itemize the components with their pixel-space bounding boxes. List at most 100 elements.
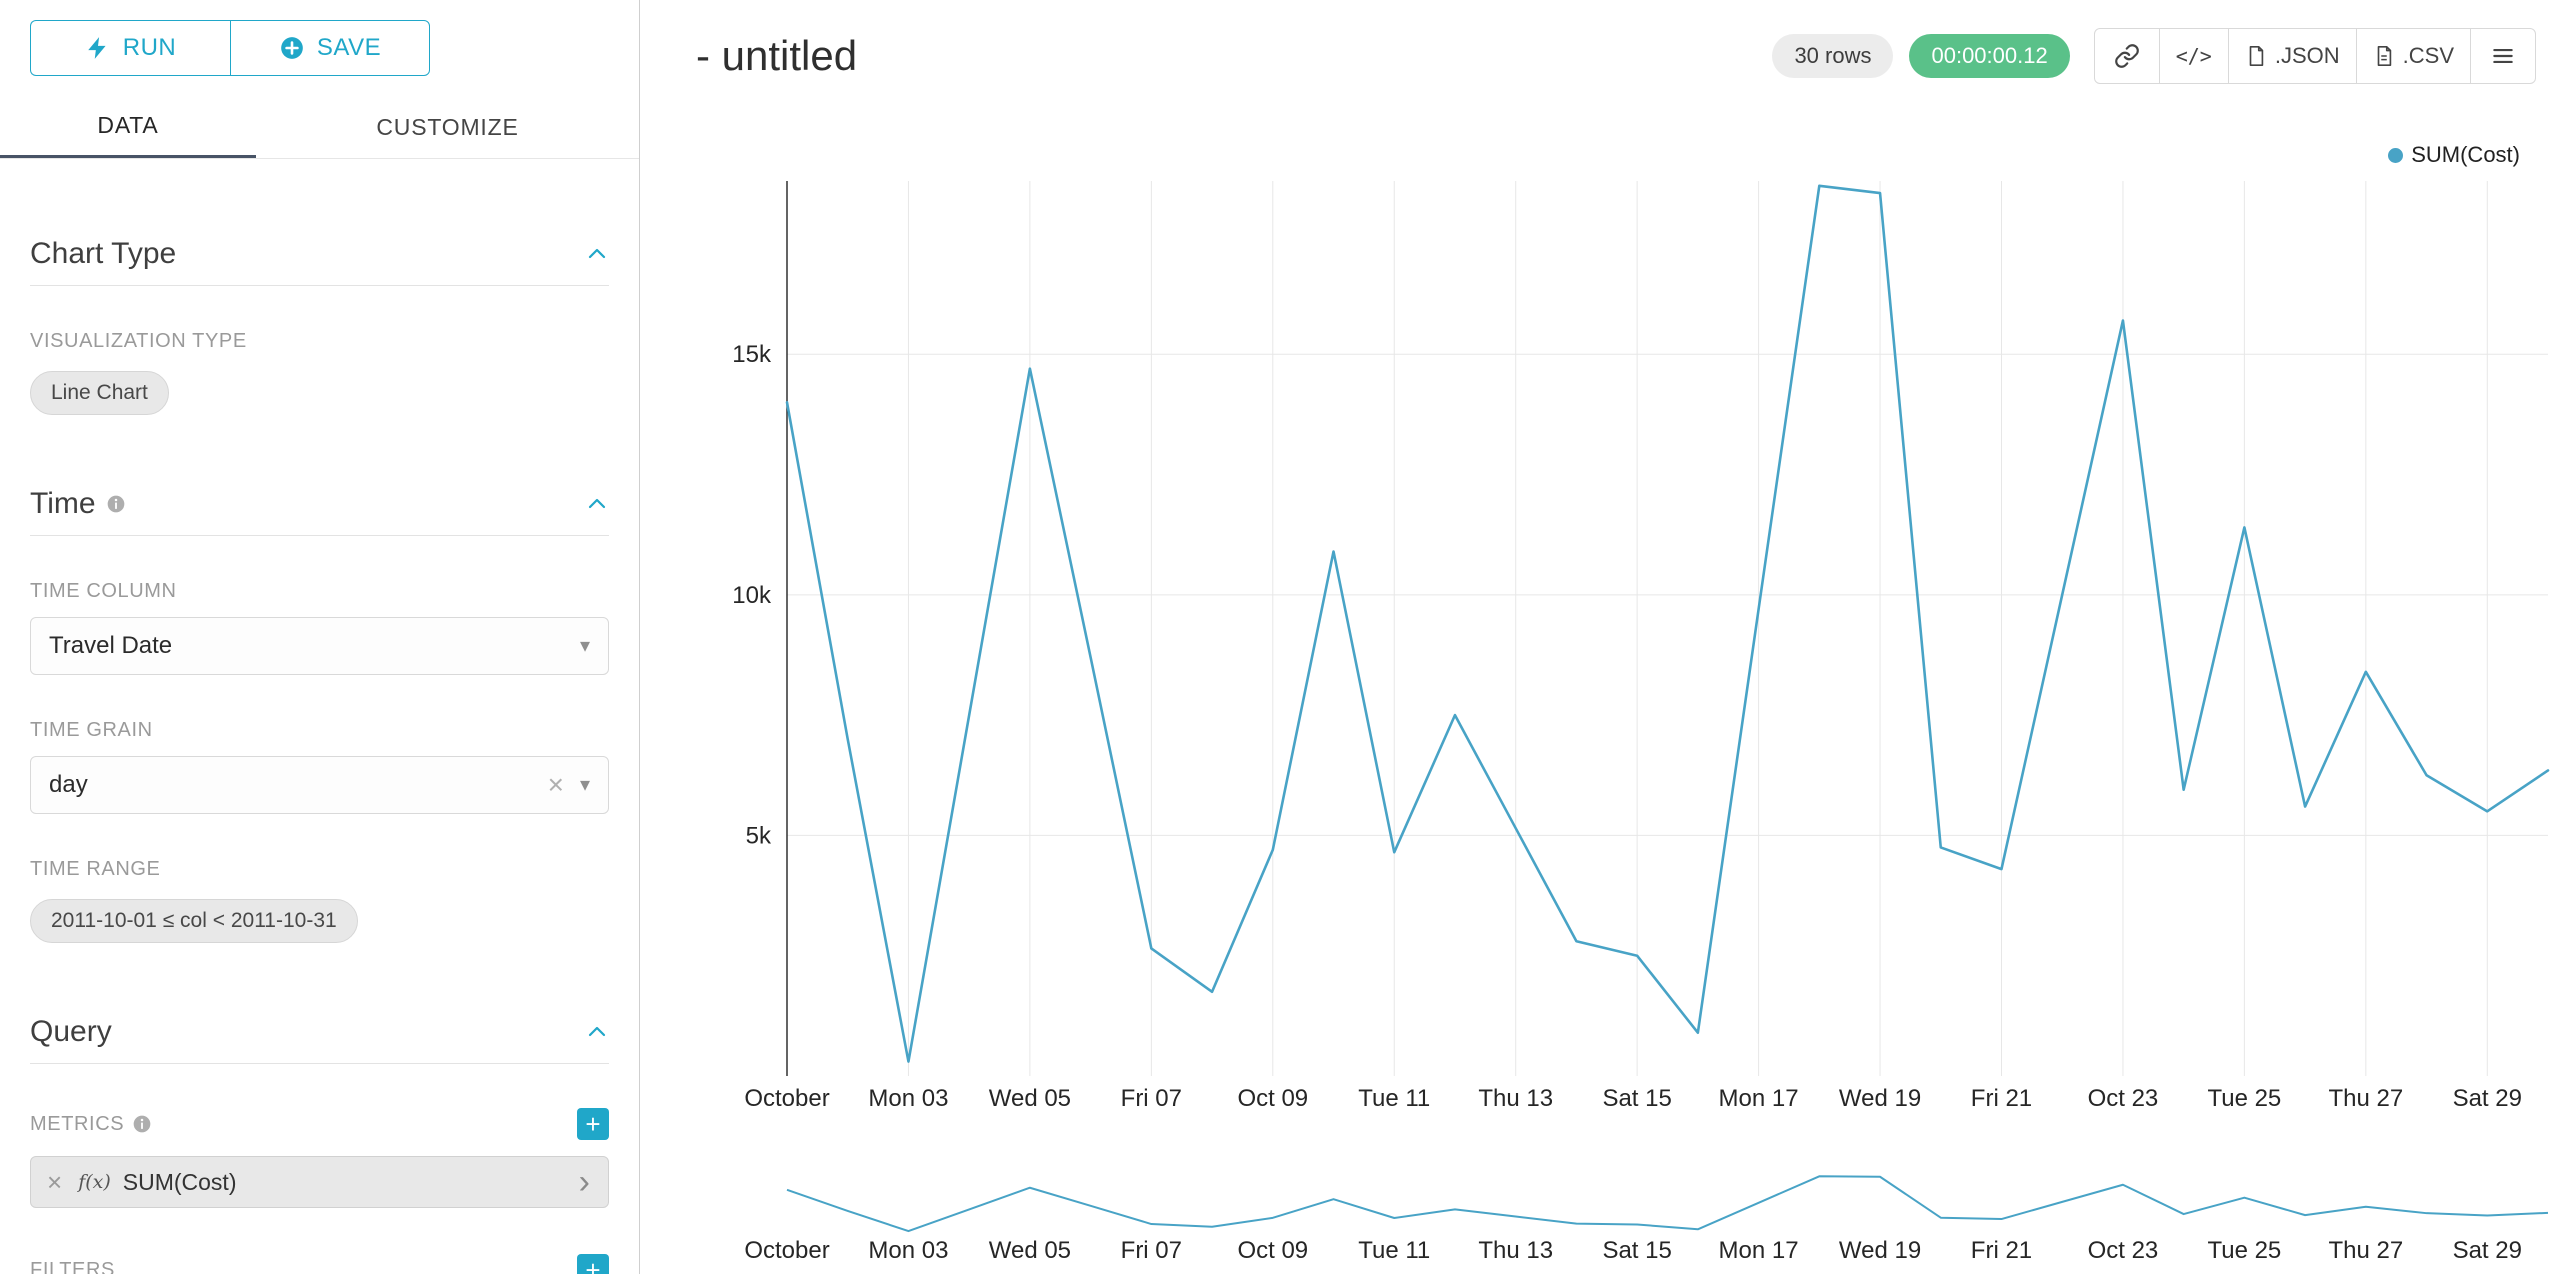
x-axis-label: Fri 21 xyxy=(1971,1085,2032,1112)
run-label: RUN xyxy=(122,34,177,61)
x-axis-label: Thu 27 xyxy=(2328,1085,2403,1112)
query-actions: RUN SAVE xyxy=(0,0,639,76)
chart-header-actions: 30 rows 00:00:00.12 </> .JSON . xyxy=(1772,28,2536,84)
time-grain-select[interactable]: day × ▾ xyxy=(30,756,609,814)
tab-data-label: DATA xyxy=(97,112,159,138)
filters-label: FILTERS xyxy=(30,1258,115,1274)
time-range-pill[interactable]: 2011-10-01 ≤ col < 2011-10-31 xyxy=(30,899,358,943)
x-axis-label: Wed 05 xyxy=(989,1085,1071,1112)
legend-dot xyxy=(2388,147,2404,163)
panel-tabs: DATA CUSTOMIZE xyxy=(0,96,639,159)
mini-x-axis-label: Fri 07 xyxy=(1121,1237,1182,1264)
add-metric-button[interactable]: + xyxy=(577,1108,609,1140)
controls-panel: Chart Type VISUALIZATION TYPE Line Chart… xyxy=(0,237,639,1274)
metrics-row: METRICS + xyxy=(30,1108,609,1140)
tab-customize-label: CUSTOMIZE xyxy=(376,113,519,140)
save-button[interactable]: SAVE xyxy=(230,20,430,76)
time-grain-value: day xyxy=(49,771,88,798)
series-line[interactable] xyxy=(785,184,2550,1063)
rows-badge: 30 rows xyxy=(1772,34,1894,78)
divider xyxy=(30,285,609,286)
mini-x-axis-label: October xyxy=(744,1237,829,1264)
mini-x-axis-label: Tue 11 xyxy=(1358,1237,1430,1264)
mini-x-axis-label: Sat 29 xyxy=(2453,1237,2522,1264)
run-button[interactable]: RUN xyxy=(30,20,230,76)
x-axis-label: Oct 09 xyxy=(1237,1085,1308,1112)
time-column-select[interactable]: Travel Date ▾ xyxy=(30,617,609,675)
metric-value: SUM(Cost) xyxy=(122,1168,237,1195)
export-csv-label: .CSV xyxy=(2402,43,2454,68)
remove-metric-icon[interactable]: × xyxy=(47,1167,63,1197)
time-grain-label: TIME GRAIN xyxy=(30,719,153,741)
info-icon xyxy=(107,495,124,513)
x-axis-label: Sat 29 xyxy=(2453,1085,2522,1112)
file-icon xyxy=(2377,46,2391,66)
mini-x-axis-label: Wed 19 xyxy=(1839,1237,1921,1264)
x-axis-label: Tue 11 xyxy=(1358,1085,1430,1112)
x-axis-label: Sat 15 xyxy=(1602,1085,1671,1112)
hamburger-icon xyxy=(2493,48,2513,64)
export-json-label: .JSON xyxy=(2274,43,2340,68)
info-icon xyxy=(133,1115,151,1133)
chart-header: - untitled 30 rows 00:00:00.12 </> .JSON xyxy=(640,0,2576,84)
fx-icon: f(x) xyxy=(78,1171,111,1193)
mini-x-axis-label: Mon 17 xyxy=(1719,1237,1799,1264)
mini-x-axis-label: Tue 25 xyxy=(2207,1237,2281,1264)
tab-data[interactable]: DATA xyxy=(0,96,256,158)
export-json-button[interactable]: .JSON xyxy=(2227,28,2357,84)
mini-x-axis-label: Thu 13 xyxy=(1478,1237,1553,1264)
mini-x-axis-label: Fri 21 xyxy=(1971,1237,2032,1264)
viz-type-pill[interactable]: Line Chart xyxy=(30,371,169,415)
add-filter-button[interactable]: + xyxy=(577,1254,609,1274)
mini-x-axis-label: Thu 27 xyxy=(2328,1237,2403,1264)
export-csv-button[interactable]: .CSV xyxy=(2355,28,2471,84)
x-axis-label: Oct 23 xyxy=(2088,1085,2159,1112)
code-icon: </> xyxy=(2175,44,2212,68)
chevron-right-icon[interactable]: › xyxy=(578,1163,590,1201)
section-query: Query METRICS + × f(x) SUM(Cost) › FILTE… xyxy=(30,1015,609,1274)
y-axis-label: 5k xyxy=(746,822,772,849)
mini-x-axis-label: Sat 15 xyxy=(1602,1237,1671,1264)
section-chart-type: Chart Type VISUALIZATION TYPE Line Chart xyxy=(30,237,609,415)
y-axis-label: 10k xyxy=(732,582,772,609)
section-time: Time TIME COLUMN Travel Date ▾ TIME GRAI… xyxy=(30,487,609,943)
time-column-label: TIME COLUMN xyxy=(30,580,177,602)
chevron-up-icon[interactable] xyxy=(585,242,609,266)
legend[interactable]: SUM(Cost) xyxy=(2388,142,2520,168)
chart-type-title: Chart Type xyxy=(30,237,177,270)
metric-chip[interactable]: × f(x) SUM(Cost) › xyxy=(30,1156,609,1208)
y-axis-label: 15k xyxy=(732,341,772,368)
file-icon xyxy=(2249,46,2264,66)
chart-svg[interactable]: 5k 10k 15k October October Mon 03 Mon 03 Wed 05… xyxy=(640,0,2576,1274)
x-axis-label: Wed 19 xyxy=(1839,1085,1921,1112)
mini-x-axis-label: Oct 23 xyxy=(2088,1237,2159,1264)
chevron-up-icon[interactable] xyxy=(585,1020,609,1044)
plus-circle-icon xyxy=(281,37,303,59)
control-panel-sidebar: RUN SAVE DATA CUSTOMIZE Chart Type VISUA… xyxy=(0,0,640,1274)
legend-label: SUM(Cost) xyxy=(2411,142,2520,167)
caret-down-icon: ▾ xyxy=(579,635,590,657)
save-label: SAVE xyxy=(316,34,382,61)
time-column-value: Travel Date xyxy=(49,632,173,659)
x-axis-label: Mon 03 xyxy=(868,1085,948,1112)
menu-button[interactable] xyxy=(2470,28,2536,84)
divider xyxy=(30,1063,609,1064)
x-axis-label: Thu 13 xyxy=(1478,1085,1553,1112)
mini-x-axis-label: Mon 03 xyxy=(868,1237,948,1264)
clear-icon[interactable]: × xyxy=(547,769,564,800)
mini-x-axis-label: Wed 05 xyxy=(989,1237,1071,1264)
chevron-up-icon[interactable] xyxy=(585,492,609,516)
lightning-icon xyxy=(88,37,106,59)
mini-series-line[interactable] xyxy=(786,1175,2549,1233)
tab-customize[interactable]: CUSTOMIZE xyxy=(256,96,639,158)
mini-x-axis-label: Oct 09 xyxy=(1237,1237,1308,1264)
share-link-button[interactable] xyxy=(2093,28,2160,84)
divider xyxy=(30,535,609,536)
x-axis-label: Tue 25 xyxy=(2207,1085,2281,1112)
x-axis-label: October xyxy=(744,1085,829,1112)
time-range-label: TIME RANGE xyxy=(30,858,161,880)
filters-row: FILTERS + xyxy=(30,1254,609,1274)
chart-title: - untitled xyxy=(696,32,858,79)
embed-code-button[interactable]: </> xyxy=(2158,28,2229,84)
